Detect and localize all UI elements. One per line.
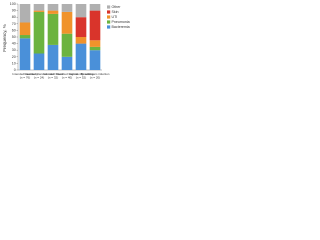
legend-label: Other [112,5,122,9]
bar-segment [19,4,31,23]
legend-swatch [107,20,111,24]
x-tick-label: Community setting (n = 52) [69,72,94,80]
y-tick-label: 10 [12,61,16,65]
bar-segment [33,4,45,11]
y-tick-label: 70 [12,22,16,26]
bar-segment [19,22,31,36]
y-tick-label: 50 [12,35,16,39]
x-tick-label: Intended vaginal (n = 40) [56,72,78,80]
bar-segment [47,10,59,14]
bar-segment [33,11,45,54]
bar-segment [75,17,87,37]
x-tick-label: Intended treatment (n = 76) [12,72,37,80]
legend-label: UTI [112,15,118,19]
y-axis-label: Frequency, % [2,24,7,51]
x-tick-label: Intended planned med (n = 24) [24,72,54,80]
bar-segment [61,4,73,12]
bar-segment [89,40,101,47]
bar-segment [33,10,45,12]
y-tick-label: 40 [12,42,16,46]
x-tick-label: Intended blood (n = 32) [43,72,63,80]
bar-segment [19,35,31,39]
y-tick-label: 60 [12,28,16,32]
legend-label: Skin [112,10,119,14]
y-tick-label: 20 [12,55,16,59]
bar-segment [89,4,101,11]
bar-segment [47,4,59,11]
x-tick-label: Bloodstream infection (n = 20) [81,72,110,80]
page: Frequency, % 0 10 20 30 40 50 60 70 80 90 100 Inten… [0,0,320,88]
y-tick-label: 90 [12,9,16,13]
legend-label: Bacteremia [112,25,130,29]
legend-swatch [107,10,111,14]
legend-swatch [107,5,111,9]
y-tick-label: 100 [10,2,16,6]
bar-segment [89,50,101,70]
y-tick-label: 0 [14,68,16,72]
bar-segment [75,37,87,44]
y-tick-label: 80 [12,15,16,19]
bar-segment [47,44,59,70]
bar-segment [89,10,101,41]
bar-segment [19,38,31,70]
chart: Frequency, % 0 10 20 30 40 50 60 70 80 90 100 Inten… [2,2,130,80]
legend-swatch [107,25,111,29]
bar-segment [61,11,73,34]
bar-segment [33,53,45,70]
legend-label: Pneumonia [112,20,130,24]
legend-swatch [107,15,111,19]
bar-segment [61,56,73,70]
bar-segment [75,43,87,70]
bar-segment [75,4,87,18]
y-tick-label: 30 [12,48,16,52]
bar-segment [61,33,73,57]
bar-segment [89,46,101,51]
bar-segment [47,13,59,45]
